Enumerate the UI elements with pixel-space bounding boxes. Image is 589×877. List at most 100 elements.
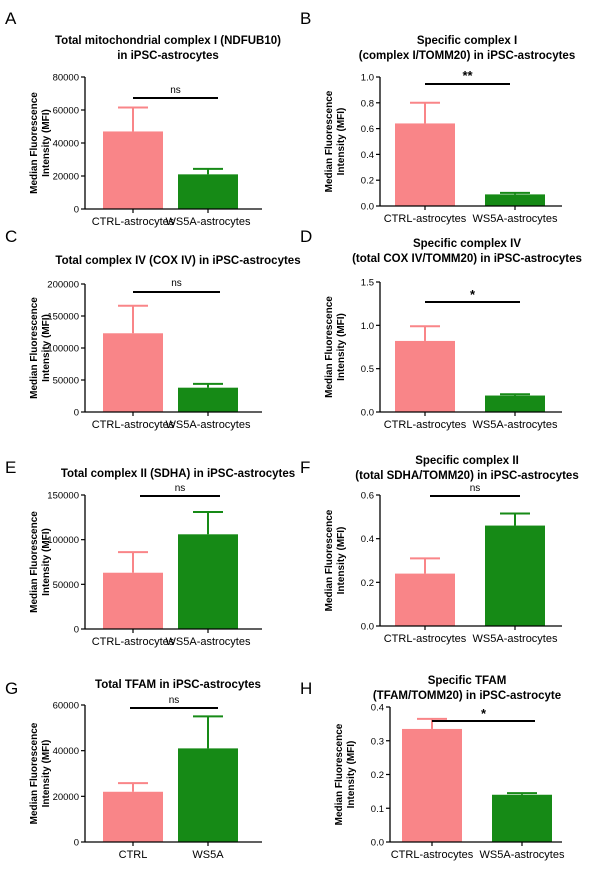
bar-ctrl [103, 131, 163, 209]
y-tick-label: 0.2 [361, 176, 374, 187]
x-tick-label: WS5A-astrocytes [473, 633, 558, 645]
y-tick-label: 0.4 [371, 703, 384, 714]
chart-title-line: (total SDHA/TOMM20) in iPSC-astrocytes [355, 470, 578, 482]
y-axis-label-line: Median Fluorescence [29, 722, 40, 824]
bar-ctrl [103, 333, 163, 412]
chart-title: Specific complex I (complex I/TOMM20) in … [359, 35, 575, 62]
bar-ws5a [178, 534, 238, 629]
panel-label: F [300, 458, 310, 477]
y-axis-label: Median FluorescenceIntensity (MFI) [29, 722, 52, 824]
y-axis-label: Median FluorescenceIntensity (MFI) [324, 296, 347, 398]
chart-title-line: (TFAM/TOMM20) in iPSC-astrocyte [373, 690, 561, 702]
y-axis-label: Median FluorescenceIntensity (MFI) [324, 509, 347, 611]
y-axis-label-line: Intensity (MFI) [41, 740, 52, 808]
y-axis-label: Median FluorescenceIntensity (MFI) [334, 723, 357, 825]
y-tick-label: 0 [74, 838, 79, 849]
chart-title: Total mitochondrial complex I (NDFUB10) i… [55, 35, 281, 62]
y-tick-label: 0.1 [371, 804, 384, 815]
y-tick-label: 80000 [53, 73, 79, 84]
x-tick-label: CTRL-astrocytes [384, 633, 467, 645]
y-tick-label: 60000 [53, 701, 79, 712]
chart-title-line: Total complex II (SDHA) in iPSC-astrocyt… [61, 468, 295, 480]
chart-title-line: Total TFAM in iPSC-astrocytes [95, 679, 261, 691]
significance-label: ns [171, 278, 182, 289]
chart-title: Specific complex IV (total COX IV/TOMM20)… [352, 238, 582, 265]
bar-ws5a [178, 388, 238, 412]
x-tick-label: WS5A-astrocytes [480, 849, 565, 861]
panel-label: D [300, 227, 312, 246]
y-tick-label: 0.6 [361, 124, 374, 135]
chart-panel-c: C Total complex IV (COX IV) in iPSC-astro… [5, 227, 301, 431]
chart-title: Total complex IV (COX IV) in iPSC-astroc… [55, 255, 300, 267]
y-tick-label: 0 [74, 205, 79, 216]
y-tick-label: 0.4 [361, 150, 374, 161]
x-tick-label: CTRL-astrocytes [92, 216, 175, 228]
y-tick-label: 0.5 [361, 364, 374, 375]
y-tick-label: 60000 [53, 106, 79, 117]
y-tick-label: 1.5 [361, 278, 374, 289]
x-tick-label: CTRL [119, 849, 148, 861]
chart-title-line: (complex I/TOMM20) in iPSC-astrocytes [359, 50, 575, 62]
y-axis-label-line: Median Fluorescence [334, 723, 345, 825]
y-tick-label: 150000 [47, 491, 79, 502]
y-tick-label: 50000 [53, 376, 79, 387]
y-axis-label-line: Median Fluorescence [29, 297, 40, 399]
panel-label: A [5, 9, 17, 28]
bar-ws5a [485, 194, 545, 206]
chart-title: Total complex II (SDHA) in iPSC-astrocyt… [61, 468, 295, 480]
bar-ws5a [178, 174, 238, 209]
y-tick-label: 0.2 [361, 578, 374, 589]
y-axis-label-line: Median Fluorescence [29, 511, 40, 613]
y-axis-label: Median FluorescenceIntensity (MFI) [29, 511, 52, 613]
y-tick-label: 40000 [53, 746, 79, 757]
y-axis-label-line: Intensity (MFI) [346, 741, 357, 809]
significance-label: * [470, 287, 476, 302]
y-tick-label: 20000 [53, 172, 79, 183]
bar-ctrl [103, 573, 163, 629]
x-tick-label: WS5A-astrocytes [473, 213, 558, 225]
y-axis-label-line: Median Fluorescence [324, 90, 335, 192]
y-tick-label: 50000 [53, 580, 79, 591]
x-tick-label: CTRL-astrocytes [384, 419, 467, 431]
x-tick-label: CTRL-astrocytes [391, 849, 474, 861]
chart-panel-e: E Total complex II (SDHA) in iPSC-astrocy… [5, 458, 295, 648]
y-tick-label: 0 [74, 625, 79, 636]
y-tick-label: 0.0 [361, 202, 374, 213]
y-tick-label: 1.0 [361, 321, 374, 332]
y-tick-label: 200000 [47, 280, 79, 291]
x-tick-label: WS5A-astrocytes [166, 636, 251, 648]
bar-ws5a [485, 526, 545, 626]
panel-label: G [5, 679, 18, 698]
y-tick-label: 0.0 [361, 408, 374, 419]
y-tick-label: 100000 [47, 344, 79, 355]
x-tick-label: CTRL-astrocytes [92, 636, 175, 648]
chart-title: Specific complex II (total SDHA/TOMM20) i… [355, 455, 578, 482]
y-axis-label-line: Median Fluorescence [324, 509, 335, 611]
y-tick-label: 0.6 [361, 491, 374, 502]
y-tick-label: 0.0 [361, 622, 374, 633]
y-tick-label: 40000 [53, 139, 79, 150]
chart-title-line: Specific TFAM [428, 675, 507, 687]
chart-panel-h: H Specific TFAM (TFAM/TOMM20) in iPSC-astr… [300, 675, 565, 861]
significance-label: ns [470, 483, 481, 494]
y-tick-label: 0.4 [361, 534, 374, 545]
chart-title-line: in iPSC-astrocytes [117, 50, 219, 62]
y-axis-label-line: Median Fluorescence [29, 92, 40, 194]
chart-title: Specific TFAM (TFAM/TOMM20) in iPSC-astro… [373, 675, 561, 702]
y-axis-label-line: Intensity (MFI) [336, 108, 347, 176]
chart-title: Total TFAM in iPSC-astrocytes [95, 679, 261, 691]
chart-title-line: Specific complex IV [413, 238, 521, 250]
panel-label: C [5, 227, 17, 246]
x-tick-label: WS5A-astrocytes [473, 419, 558, 431]
chart-title-line: Specific complex I [417, 35, 517, 47]
y-tick-label: 0.3 [371, 736, 384, 747]
chart-title-line: Total mitochondrial complex I (NDFUB10) [55, 35, 281, 47]
panel-label: E [5, 458, 16, 477]
bar-ctrl [103, 792, 163, 842]
significance-label: ns [170, 85, 181, 96]
y-axis-label-line: Intensity (MFI) [41, 314, 52, 382]
chart-panel-d: D Specific complex IV (total COX IV/TOMM20… [300, 227, 582, 431]
y-tick-label: 0 [74, 408, 79, 419]
